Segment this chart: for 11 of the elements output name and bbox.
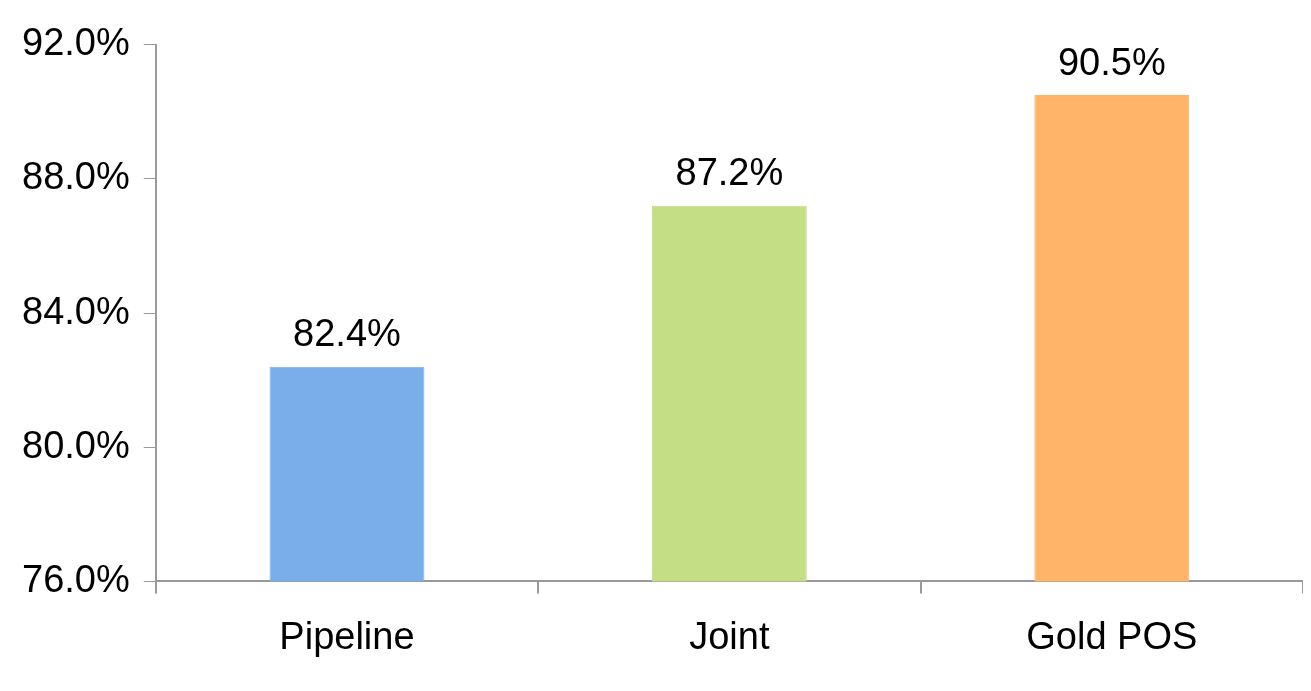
x-tick-label: Joint (689, 614, 770, 657)
y-tick-label: 80.0% (22, 423, 130, 466)
y-tick-label: 92.0% (22, 21, 130, 64)
y-tick-label: 88.0% (22, 155, 130, 198)
data-label: 87.2% (675, 151, 784, 194)
data-label: 82.4% (293, 312, 401, 355)
y-tick-label: 84.0% (22, 289, 130, 332)
y-tick-label: 76.0% (22, 557, 130, 600)
data-label: 90.5% (1057, 40, 1166, 83)
x-tick-label: Pipeline (279, 614, 415, 657)
x-tick-label: Gold POS (1026, 614, 1198, 657)
